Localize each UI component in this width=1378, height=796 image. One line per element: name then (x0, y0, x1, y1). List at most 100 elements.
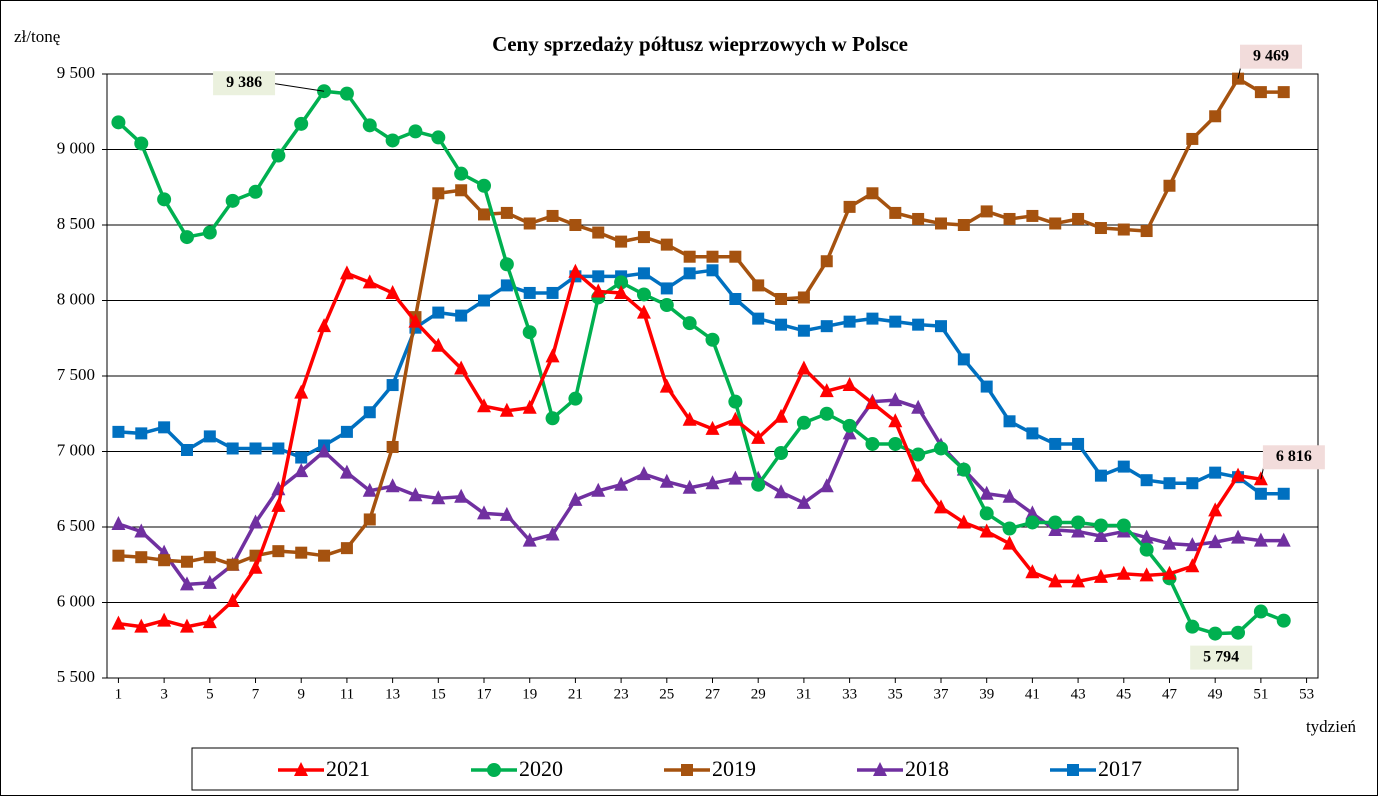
marker (1025, 515, 1040, 530)
marker (317, 318, 332, 333)
marker (614, 284, 629, 299)
marker (796, 494, 811, 509)
marker (500, 206, 513, 219)
y-tick-label: 5 500 (57, 667, 95, 686)
value-label-bg (1190, 645, 1253, 670)
series-line (117, 398, 1284, 587)
marker (294, 384, 309, 399)
marker (933, 499, 948, 514)
x-tick-label: 25 (659, 686, 674, 702)
marker (179, 618, 194, 633)
marker (956, 514, 971, 529)
marker (980, 380, 993, 393)
marker (659, 378, 674, 393)
marker (615, 235, 628, 248)
x-tick-label: 27 (705, 686, 721, 702)
legend-label: 2018 (905, 756, 949, 781)
marker (545, 348, 560, 363)
marker (751, 477, 766, 492)
marker (1276, 613, 1291, 628)
marker (979, 506, 994, 521)
value-label: 9 386 (226, 74, 262, 91)
marker (1163, 179, 1176, 192)
y-tick-label: 7 500 (57, 365, 95, 384)
marker (660, 238, 673, 251)
marker (706, 264, 719, 277)
x-tick-label: 13 (385, 686, 400, 702)
marker (569, 219, 582, 231)
marker (180, 443, 193, 456)
marker (682, 411, 697, 426)
marker (385, 284, 400, 299)
marker (1186, 477, 1199, 490)
marker (271, 148, 286, 163)
marker (1026, 427, 1039, 440)
marker (1117, 223, 1130, 236)
marker (339, 265, 354, 280)
y-tick-label: 6 500 (57, 516, 95, 535)
marker (1277, 487, 1290, 500)
marker (1093, 518, 1108, 533)
marker (1254, 86, 1267, 99)
legend-marker (1067, 764, 1079, 776)
marker (819, 406, 834, 421)
marker (729, 292, 742, 305)
marker (455, 309, 468, 322)
marker (865, 395, 880, 410)
marker (135, 551, 148, 564)
marker (179, 576, 194, 591)
legend-marker (681, 764, 693, 776)
marker (934, 320, 947, 333)
marker (568, 491, 583, 506)
marker (889, 206, 902, 219)
marker (979, 523, 994, 538)
marker (775, 292, 788, 305)
marker (819, 478, 834, 493)
x-tick-label: 31 (796, 686, 811, 702)
marker (842, 377, 857, 392)
marker (386, 379, 399, 392)
marker (522, 325, 537, 340)
marker (1071, 515, 1086, 530)
marker (455, 184, 468, 197)
marker (1162, 535, 1177, 550)
marker (226, 442, 239, 455)
marker (1049, 437, 1062, 450)
marker (1231, 625, 1246, 640)
marker (385, 478, 400, 493)
x-tick-label: 33 (842, 686, 857, 702)
marker (546, 286, 559, 299)
marker (478, 294, 491, 307)
marker (636, 466, 651, 481)
value-label-bg (1240, 44, 1303, 69)
marker (431, 130, 446, 145)
marker (660, 282, 673, 295)
marker (1094, 222, 1107, 235)
marker (202, 225, 217, 240)
marker (728, 470, 743, 485)
marker (111, 115, 126, 130)
marker (728, 411, 743, 426)
legend-marker (487, 763, 501, 777)
marker (1048, 515, 1063, 530)
x-tick-label: 9 (297, 686, 305, 702)
marker (203, 430, 216, 443)
x-tick-label: 17 (477, 686, 493, 702)
marker (775, 318, 788, 331)
series-line (118, 76, 1284, 567)
marker (911, 399, 926, 414)
marker (706, 250, 719, 263)
marker (866, 312, 879, 325)
marker (545, 411, 560, 426)
y-axis-label: zł/tonę (14, 27, 60, 46)
marker (888, 392, 903, 407)
marker (1253, 532, 1268, 547)
marker (751, 429, 766, 444)
marker (112, 549, 125, 562)
marker (363, 513, 376, 526)
marker (135, 427, 148, 440)
marker (1002, 521, 1017, 536)
marker (225, 193, 240, 208)
marker (843, 200, 856, 213)
legend-label: 2019 (712, 756, 756, 781)
